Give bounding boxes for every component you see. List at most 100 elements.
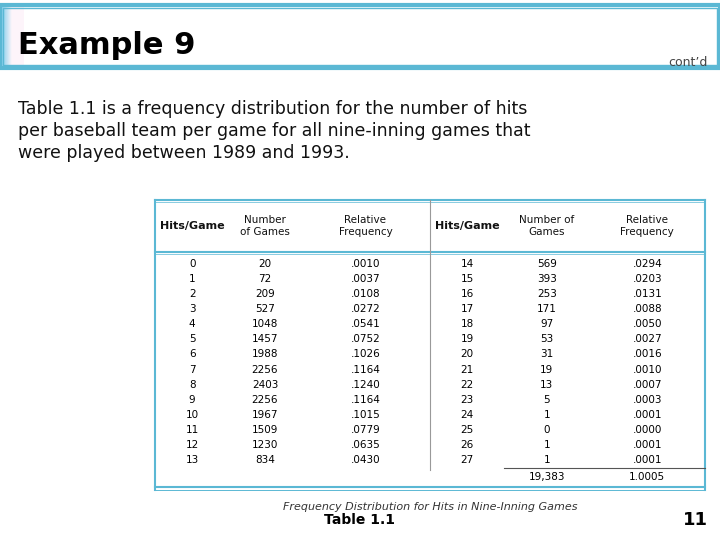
Bar: [4, 5, 15, 68]
Bar: [0, 5, 12, 68]
Text: .1026: .1026: [351, 349, 380, 360]
Text: 21: 21: [461, 364, 474, 375]
Text: 11: 11: [186, 425, 199, 435]
Text: were played between 1989 and 1993.: were played between 1989 and 1993.: [18, 144, 350, 162]
Text: 22: 22: [461, 380, 474, 390]
Text: .0050: .0050: [632, 319, 662, 329]
Text: 24: 24: [461, 410, 474, 420]
Bar: [12, 5, 24, 68]
Bar: [5, 5, 17, 68]
Bar: [9, 5, 20, 68]
Bar: [10, 5, 22, 68]
Text: .0016: .0016: [632, 349, 662, 360]
Bar: [7, 5, 19, 68]
Text: 25: 25: [461, 425, 474, 435]
Bar: [11, 5, 23, 68]
Text: .1164: .1164: [351, 395, 380, 405]
Text: per baseball team per game for all nine-inning games that: per baseball team per game for all nine-…: [18, 122, 531, 140]
Text: 209: 209: [255, 289, 275, 299]
Text: 1048: 1048: [252, 319, 278, 329]
Bar: [1, 5, 14, 68]
Text: 20: 20: [258, 259, 271, 268]
Text: 17: 17: [461, 304, 474, 314]
Text: 8: 8: [189, 380, 195, 390]
Text: 10: 10: [186, 410, 199, 420]
Text: .0752: .0752: [351, 334, 380, 345]
Text: 13: 13: [186, 455, 199, 465]
Bar: [6, 5, 17, 68]
Bar: [7, 5, 19, 68]
Bar: [0, 5, 720, 68]
Text: Example 9: Example 9: [18, 31, 196, 60]
Text: Frequency Distribution for Hits in Nine-Inning Games: Frequency Distribution for Hits in Nine-…: [283, 502, 577, 512]
Bar: [11, 5, 22, 68]
Text: 834: 834: [255, 455, 275, 465]
Text: .0001: .0001: [632, 440, 662, 450]
Bar: [5, 5, 17, 68]
Bar: [9, 5, 21, 68]
Text: Table 1.1: Table 1.1: [325, 513, 395, 527]
Text: .0541: .0541: [351, 319, 380, 329]
Text: .0203: .0203: [632, 274, 662, 284]
Bar: [10, 5, 22, 68]
Text: Relative
Frequency: Relative Frequency: [621, 215, 674, 237]
Text: Number of
Games: Number of Games: [519, 215, 575, 237]
Bar: [7, 5, 19, 68]
Text: 53: 53: [540, 334, 554, 345]
Bar: [9, 5, 21, 68]
Bar: [9, 5, 21, 68]
Bar: [4, 5, 17, 68]
Bar: [10, 5, 22, 68]
Text: 1: 1: [189, 274, 195, 284]
Bar: [6, 5, 18, 68]
Text: 2256: 2256: [252, 395, 278, 405]
Bar: [12, 5, 23, 68]
Text: 11: 11: [683, 511, 708, 529]
Bar: [6, 5, 18, 68]
Bar: [0, 5, 12, 68]
Text: 0: 0: [544, 425, 550, 435]
Text: 1988: 1988: [252, 349, 278, 360]
Bar: [3, 5, 15, 68]
Text: 19: 19: [540, 364, 554, 375]
Text: 1: 1: [544, 440, 550, 450]
Bar: [1, 5, 13, 68]
Bar: [8, 5, 19, 68]
Text: 1509: 1509: [252, 425, 278, 435]
Bar: [6, 5, 18, 68]
Text: .0272: .0272: [351, 304, 380, 314]
Bar: [8, 5, 20, 68]
Bar: [6, 5, 19, 68]
Text: 20: 20: [461, 349, 474, 360]
Text: 5: 5: [544, 395, 550, 405]
Text: 23: 23: [461, 395, 474, 405]
Text: .1164: .1164: [351, 364, 380, 375]
Text: .0007: .0007: [632, 380, 662, 390]
Bar: [12, 5, 23, 68]
Text: 171: 171: [537, 304, 557, 314]
Bar: [4, 5, 16, 68]
Text: Number
of Games: Number of Games: [240, 215, 290, 237]
Text: .0430: .0430: [351, 455, 380, 465]
Bar: [5, 5, 17, 68]
Text: 1: 1: [544, 410, 550, 420]
Text: .0000: .0000: [633, 425, 662, 435]
Bar: [4, 5, 17, 68]
Text: 1.0005: 1.0005: [629, 472, 665, 482]
Text: cont’d: cont’d: [669, 56, 708, 69]
Bar: [1, 5, 14, 68]
Text: .0037: .0037: [351, 274, 380, 284]
Bar: [1, 5, 12, 68]
Bar: [1, 5, 14, 68]
Text: Hits/Game: Hits/Game: [160, 221, 225, 231]
Bar: [3, 5, 15, 68]
Text: 12: 12: [186, 440, 199, 450]
Bar: [6, 5, 19, 68]
Text: Table 1.1 is a frequency distribution for the number of hits: Table 1.1 is a frequency distribution fo…: [18, 100, 527, 118]
Text: 393: 393: [537, 274, 557, 284]
Bar: [12, 5, 24, 68]
Bar: [2, 5, 14, 68]
Bar: [4, 5, 16, 68]
Text: 26: 26: [461, 440, 474, 450]
Bar: [1, 5, 13, 68]
